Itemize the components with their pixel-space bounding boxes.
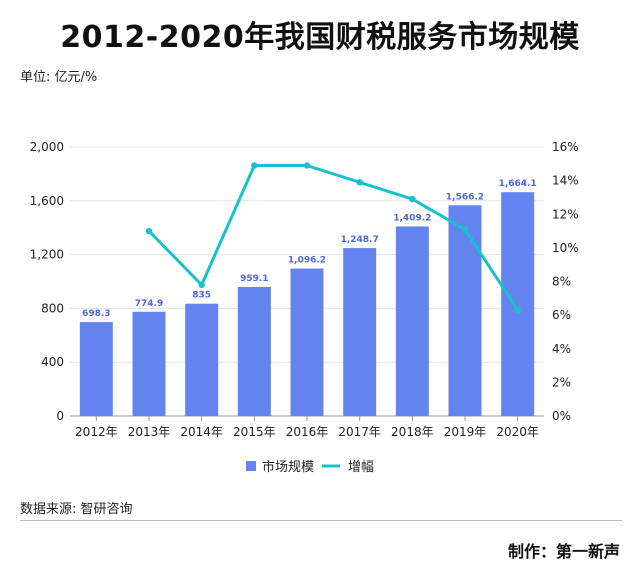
credit: 制作：第一新声: [507, 542, 620, 561]
bar: [395, 226, 429, 416]
growth-point: [303, 162, 311, 169]
y-right-tick-label: 4%: [552, 342, 571, 356]
legend-line-label: 增幅: [348, 460, 374, 475]
x-tick-label: 2017年: [338, 425, 381, 439]
x-tick-label: 2013年: [128, 425, 171, 439]
y-right-tick-label: 12%: [552, 207, 579, 221]
bar: [290, 268, 324, 416]
bar-value-label: 1,664.1: [499, 179, 537, 189]
x-tick-label: 2020年: [496, 425, 539, 439]
growth-line: [147, 164, 519, 311]
y-left-tick-label: 800: [41, 301, 64, 315]
y-right-tick-label: 2%: [552, 375, 571, 389]
bar: [132, 311, 166, 416]
growth-point: [145, 227, 153, 235]
y-left-tick-label: 0: [56, 409, 64, 423]
growth-point: [251, 162, 258, 169]
y-left-tick-label: 1,600: [30, 194, 64, 208]
legend-bar-label: 市场规模: [262, 459, 314, 475]
x-tick-label: 2012年: [75, 425, 118, 439]
y-right-tick-label: 10%: [552, 241, 579, 255]
y-left-tick-label: 2,000: [30, 140, 64, 154]
bar: [448, 205, 482, 416]
y-right-tick-label: 14%: [552, 174, 579, 188]
bar-value-label: 698.3: [82, 309, 110, 319]
unit-label: 单位: 亿元/%: [20, 70, 98, 85]
bar-value-label: 1,409.2: [393, 213, 431, 223]
y-right-tick-label: 16%: [552, 140, 579, 154]
bar-value-label: 1,096.2: [288, 256, 326, 266]
x-tick-label: 2016年: [286, 425, 329, 439]
chart-title: 2012-2020年我国财税服务市场规模: [60, 20, 580, 55]
bar: [237, 287, 271, 416]
y-right-tick-label: 8%: [552, 275, 571, 289]
chart: 0 400 800 1,200 1,600 2,000 0% 2% 4% 6% 8% 10% 12% 14…: [30, 140, 579, 475]
divider: [20, 520, 622, 521]
bar-value-label: 1,248.7: [341, 235, 379, 245]
bar-value-label: 1,566.2: [446, 192, 484, 202]
bar-value-label: 835: [192, 291, 211, 301]
x-tick-label: 2015年: [233, 425, 276, 439]
x-tick-label: 2018年: [391, 425, 434, 439]
growth-point: [461, 226, 469, 233]
y-right-tick-label: 6%: [552, 308, 571, 322]
growth-point: [356, 179, 363, 186]
bar-value-label: 959.1: [240, 274, 268, 284]
growth-point: [198, 281, 205, 289]
growth-point: [514, 306, 521, 314]
x-tick-label: 2014年: [180, 425, 223, 439]
x-tick-label: 2019年: [444, 425, 487, 439]
y-left-tick-label: 400: [41, 355, 64, 369]
y-left-tick-label: 1,200: [30, 248, 64, 262]
bar: [501, 192, 535, 416]
bar: [185, 303, 219, 416]
bar: [343, 248, 377, 416]
legend-bar-swatch: [246, 461, 256, 471]
source-note: 数据来源: 智研咨询: [20, 502, 133, 517]
bar-value-label: 774.9: [135, 299, 163, 309]
bar: [79, 322, 113, 416]
growth-point: [409, 195, 416, 203]
y-right-tick-label: 0%: [552, 409, 571, 423]
